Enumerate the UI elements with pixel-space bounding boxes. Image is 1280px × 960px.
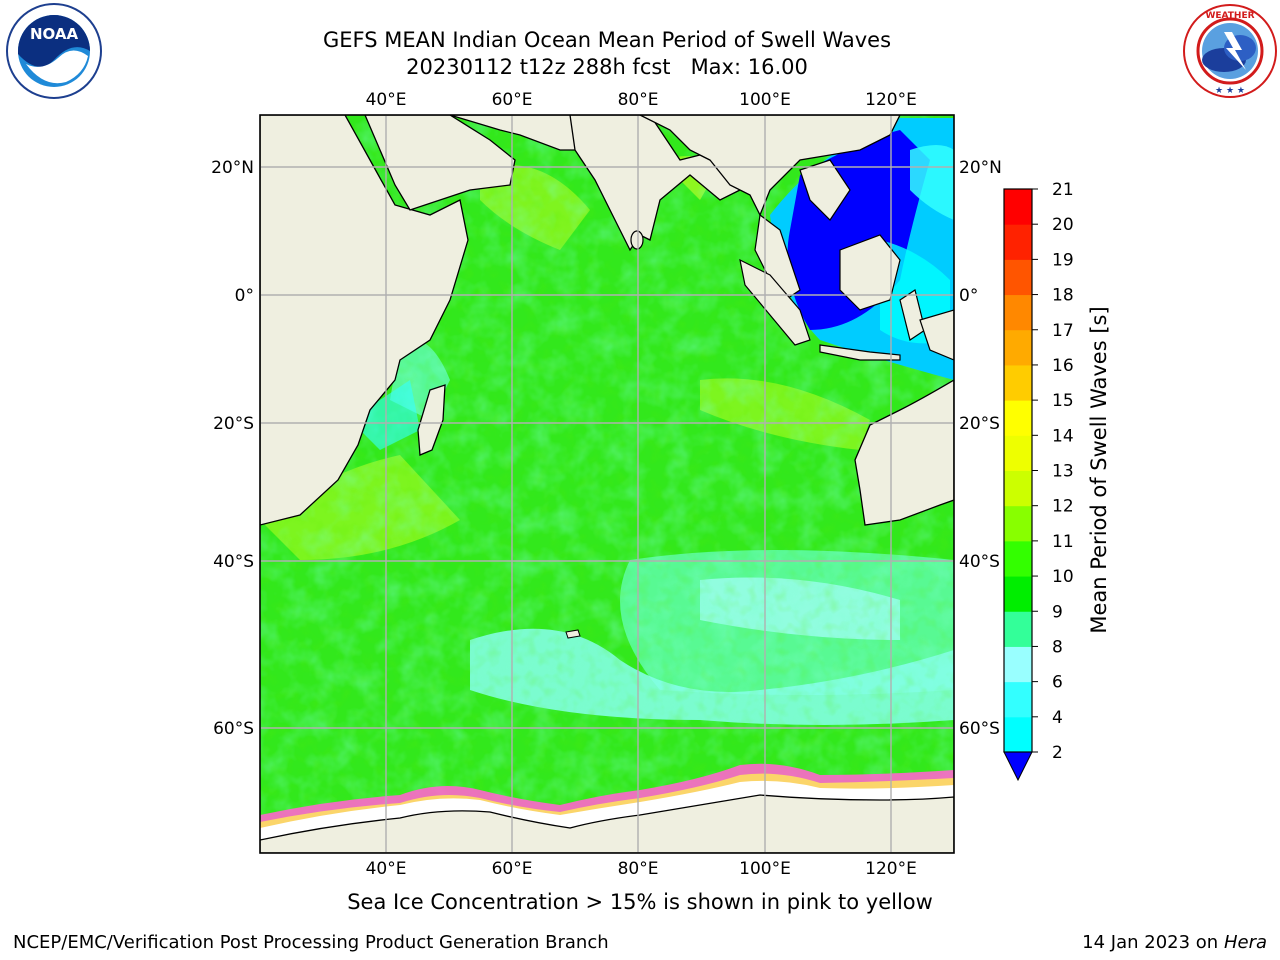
- colorbar-tick-label: 8: [1052, 637, 1063, 657]
- lon-tick-label: 80°E: [618, 90, 659, 110]
- colorbar-tick-label: 2: [1052, 743, 1063, 763]
- lon-tick-label: 120°E: [865, 90, 917, 110]
- colorbar-tick-label: 17: [1052, 321, 1074, 341]
- sea-ice-caption: Sea Ice Concentration > 15% is shown in …: [0, 890, 1280, 914]
- colorbar-tick-label: 9: [1052, 602, 1063, 622]
- map-subtitle: 20230112 t12z 288h fcst Max: 16.00: [406, 55, 808, 79]
- colorbar-box: [1004, 611, 1032, 647]
- footer-date-text: 14 Jan 2023 on: [1082, 932, 1224, 953]
- map-title: GEFS MEAN Indian Ocean Mean Period of Sw…: [322, 28, 892, 52]
- lon-labels-top: 40°E 60°E 80°E 100°E 120°E: [366, 90, 917, 110]
- noaa-logo: NOAA: [6, 3, 102, 99]
- lat-tick-label: 40°S: [959, 552, 1000, 572]
- colorbar-tick-label: 14: [1052, 426, 1074, 446]
- land-australia: [854, 379, 954, 526]
- colorbar-box: [1004, 576, 1032, 612]
- land-madagascar: [417, 384, 446, 456]
- lon-tick-label: 120°E: [865, 859, 917, 879]
- colorbar-tick-label: 16: [1052, 356, 1074, 376]
- colorbar-box: [1004, 435, 1032, 471]
- colorbar-box: [1004, 259, 1032, 296]
- noaa-logo-text: NOAA: [30, 25, 79, 43]
- lat-tick-label: 20°S: [213, 414, 254, 434]
- lat-tick-label: 20°S: [959, 414, 1000, 434]
- footer-credit: NCEP/EMC/Verification Post Processing Pr…: [13, 932, 609, 953]
- colorbar-tick-label: 19: [1052, 250, 1074, 270]
- land-arabia: [364, 115, 516, 211]
- colorbar-label: Mean Period of Swell Waves [s]: [1087, 306, 1111, 633]
- land-india: [569, 115, 742, 252]
- lon-labels-bottom: 40°E 60°E 80°E 100°E 120°E: [366, 859, 917, 879]
- footer-machine: Hera: [1223, 932, 1267, 953]
- lon-tick-label: 40°E: [366, 90, 407, 110]
- colorbar: 2 4 6 8 9 10 11 12 13 14 15 16 17 18 19 20 21: [1003, 180, 1074, 782]
- lon-tick-label: 100°E: [739, 90, 791, 110]
- lat-tick-label: 20°N: [959, 158, 1002, 178]
- lat-tick-label: 60°S: [959, 719, 1000, 739]
- lat-tick-label: 0°: [235, 286, 254, 306]
- lon-tick-label: 100°E: [739, 859, 791, 879]
- colorbar-tick-label: 6: [1052, 673, 1063, 693]
- sea-ice-caption-text: Sea Ice Concentration > 15% is shown in …: [347, 890, 933, 914]
- colorbar-tick-label: 4: [1052, 708, 1063, 728]
- colorbar-tick-label: 12: [1052, 497, 1074, 517]
- colorbar-tick-label: 11: [1052, 532, 1074, 552]
- colorbar-tick-label: 15: [1052, 391, 1074, 411]
- colorbar-tick-label: 10: [1052, 567, 1074, 587]
- colorbar-box: [1004, 716, 1032, 753]
- lat-labels-right: 20°N 0° 20°S 40°S 60°S: [959, 158, 1002, 739]
- colorbar-box: [1004, 400, 1032, 436]
- svg-text:WEATHER: WEATHER: [1205, 11, 1254, 21]
- map-frame: [259, 114, 955, 854]
- map-area: [260, 115, 954, 853]
- colorbar-tick-label: 20: [1052, 215, 1074, 235]
- colorbar-box: [1004, 646, 1032, 683]
- svg-text:★ ★ ★: ★ ★ ★: [1215, 86, 1245, 96]
- colorbar-box: [1004, 540, 1032, 577]
- colorbar-tick-label: 13: [1052, 462, 1074, 482]
- colorbar-extend-arrow: [1003, 751, 1033, 782]
- lon-tick-label: 60°E: [492, 859, 533, 879]
- lat-tick-label: 60°S: [213, 719, 254, 739]
- lat-tick-label: 0°: [959, 286, 978, 306]
- land-antarctica: [260, 794, 954, 853]
- nws-logo: WEATHER ★ ★ ★: [1183, 4, 1277, 98]
- lat-tick-label: 40°S: [213, 552, 254, 572]
- map-gridlines: [260, 115, 954, 853]
- colorbar-box: [1004, 681, 1032, 718]
- lon-tick-label: 80°E: [618, 859, 659, 879]
- colorbar-box: [1004, 224, 1032, 260]
- lat-labels-left: 20°N 0° 20°S 40°S 60°S: [211, 158, 254, 739]
- colorbar-box: [1004, 470, 1032, 507]
- colorbar-box: [1004, 364, 1032, 401]
- colorbar-tick-label: 21: [1052, 180, 1074, 200]
- colorbar-box: [1004, 189, 1032, 225]
- lat-tick-label: 20°N: [211, 158, 254, 178]
- colorbar-box: [1004, 505, 1032, 542]
- colorbar-box: [1004, 294, 1032, 331]
- lon-tick-label: 60°E: [492, 90, 533, 110]
- colorbar-box: [1004, 329, 1032, 366]
- colorbar-tick-label: 18: [1052, 286, 1074, 306]
- lon-tick-label: 40°E: [366, 859, 407, 879]
- footer-date: 14 Jan 2023 on Hera: [1082, 932, 1267, 953]
